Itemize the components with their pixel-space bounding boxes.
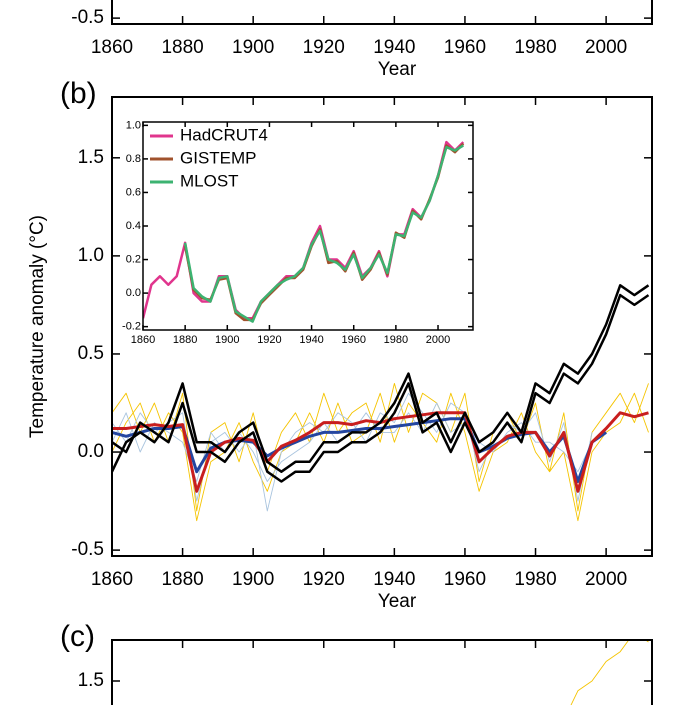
x-tick-label: 1860 [91,569,133,590]
y-tick-label: 1.5 [78,670,104,691]
x-tick-label: 1960 [444,37,486,58]
x-tick-label: 1880 [173,334,197,346]
x-tick-label: 1900 [215,334,239,346]
x-tick-label: 1880 [161,37,203,58]
x-axis-label: Year [378,591,417,612]
y-tick-label: -0.5 [71,7,104,28]
series-line [112,382,649,512]
series-line [112,293,650,483]
plot-frame [111,639,653,705]
y-tick-label: 0.8 [126,153,141,165]
plot-area [112,284,650,522]
x-tick-label: 1880 [161,569,203,590]
x-tick-label: 1920 [303,569,345,590]
y-tick-label: 0.6 [126,186,141,198]
y-tick-label: -0.5 [71,539,104,560]
x-tick-label: 1980 [384,334,408,346]
panel-label: (c) [60,620,95,653]
x-tick-label: 1860 [131,334,155,346]
x-tick-label: 1860 [91,37,133,58]
x-tick-label: 1960 [444,569,486,590]
legend-label: MLOST [180,171,239,190]
plot-frame [111,0,653,25]
x-tick-label: 2000 [585,37,627,58]
x-tick-label: 1960 [341,334,365,346]
series-line [112,392,649,522]
y-tick-label: 0.5 [78,343,104,364]
series-line [570,640,649,705]
plot-area [143,140,465,323]
x-tick-label: 1940 [373,569,415,590]
y-tick-label: 0.0 [78,441,104,462]
y-tick-label: 0.0 [126,287,141,299]
panel-label: (b) [60,77,97,110]
x-tick-label: 1940 [373,37,415,58]
x-tick-label: 1900 [232,569,274,590]
y-tick-label: 1.0 [78,245,104,266]
y-tick-label: -0.2 [122,321,141,333]
y-tick-label: 0.2 [126,253,141,265]
y-tick-label: 0.4 [126,220,141,232]
series-line [112,417,607,483]
x-tick-label: 1980 [514,569,556,590]
x-tick-label: 1900 [232,37,274,58]
series-line [183,144,464,323]
x-axis-label: Year [378,59,417,80]
y-tick-label: 1.0 [126,119,141,131]
plot-frame [111,96,653,557]
x-tick-label: 1940 [299,334,323,346]
x-tick-label: 1980 [514,37,556,58]
x-tick-label: 1920 [303,37,345,58]
y-tick-label: 1.5 [78,147,104,168]
x-tick-label: 2000 [426,334,450,346]
y-axis-label: Temperature anomaly (°C) [27,215,48,438]
x-tick-label: 2000 [585,569,627,590]
plot-area [570,640,649,705]
x-tick-label: 1920 [257,334,281,346]
legend-label: GISTEMP [180,148,257,167]
series-line [112,284,650,473]
legend-label: HadCRUT4 [180,125,268,144]
